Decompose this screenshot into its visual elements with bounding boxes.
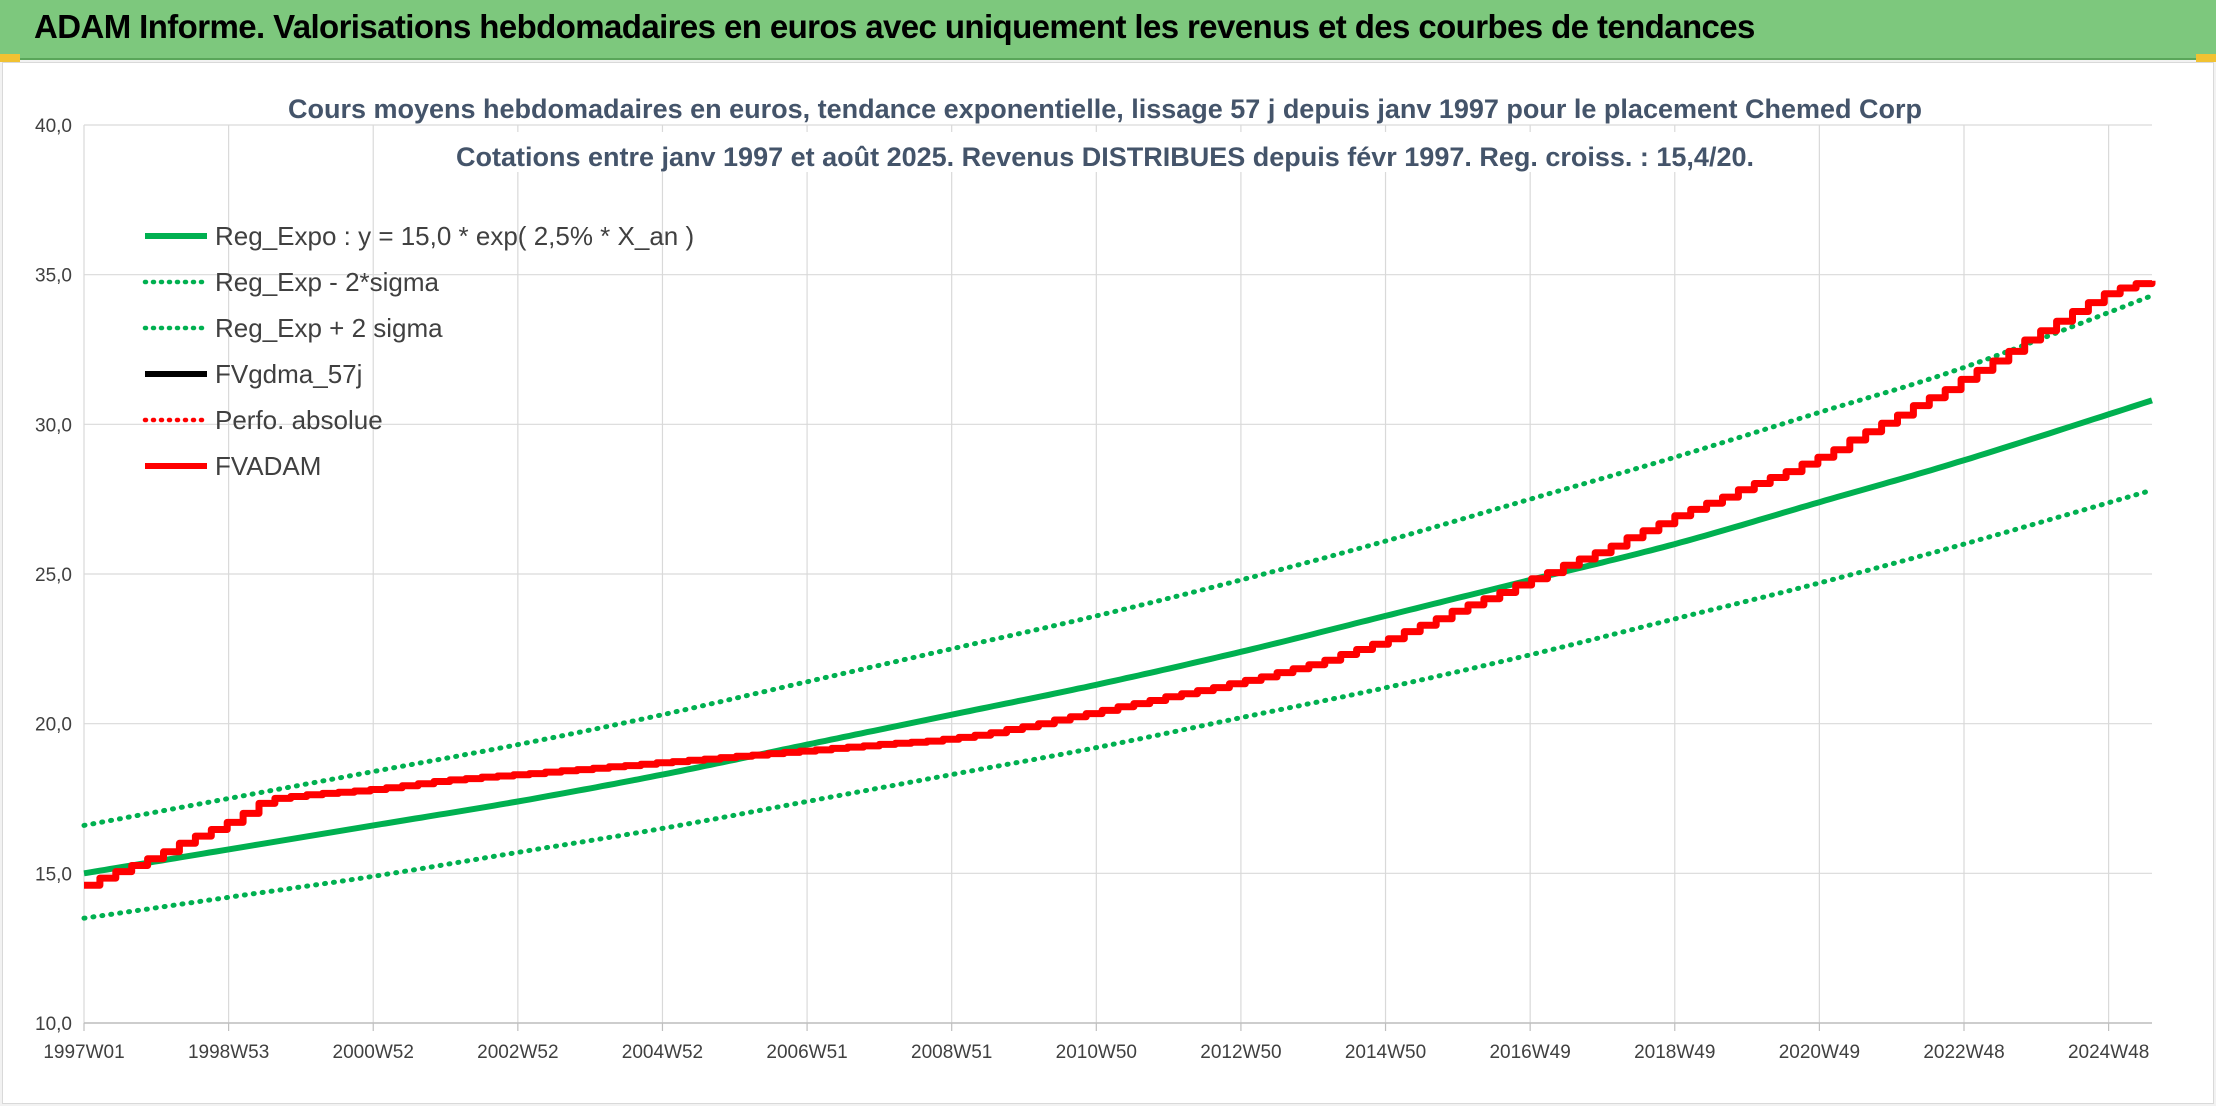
y-tick-label: 25,0 [35, 565, 72, 586]
x-tick-label: 1997W01 [43, 1042, 124, 1063]
x-tick-label: 2000W52 [333, 1042, 414, 1063]
y-tick-label: 20,0 [35, 715, 72, 736]
y-tick-label: 40,0 [35, 116, 72, 137]
chart-title-line-2: Cotations entre janv 1997 et août 2025. … [456, 142, 1754, 172]
x-tick-label: 2018W49 [1634, 1042, 1715, 1063]
legend-label: FVgdma_57j [215, 359, 362, 389]
title-backdrop-1 [345, 84, 1865, 124]
series-line-0 [83, 397, 2153, 877]
y-tick-label: 10,0 [35, 1014, 72, 1035]
legend-label: Reg_Expo : y = 15,0 * exp( 2,5% * X_an ) [215, 221, 694, 251]
chart-title-line-1: Cours moyens hebdomadaires en euros, ten… [288, 94, 1922, 124]
x-tick-label: 2016W49 [1489, 1042, 1570, 1063]
legend-label: Perfo. absolue [215, 405, 383, 435]
x-tick-label: 2008W51 [911, 1042, 992, 1063]
y-tick-label: 30,0 [35, 415, 72, 436]
legend: Reg_Expo : y = 15,0 * exp( 2,5% * X_an )… [142, 221, 694, 481]
y-tick-label: 15,0 [35, 864, 72, 885]
header-accent-left [0, 54, 20, 62]
legend-label: FVADAM [215, 451, 321, 481]
x-tick-label: 1998W53 [188, 1042, 269, 1063]
series-line-5 [84, 280, 2156, 889]
title-backdrop-2 [495, 132, 1715, 172]
x-tick-label: 2014W50 [1345, 1042, 1426, 1063]
legend-label: Reg_Exp + 2 sigma [215, 313, 443, 343]
x-tick-label: 2022W48 [1923, 1042, 2004, 1063]
x-tick-label: 2002W52 [477, 1042, 558, 1063]
x-tick-label: 2006W51 [766, 1042, 847, 1063]
axes: 10,0 15,0 20,0 25,0 30,0 35,0 40,0 1997W01 1998W… [35, 116, 2152, 1063]
series-lines [81, 280, 2156, 921]
x-tick-label: 2020W49 [1779, 1042, 1860, 1063]
series-line-1 [81, 487, 2155, 921]
chart-panel [2, 62, 2214, 1104]
x-tick-label: 2024W48 [2068, 1042, 2149, 1063]
gridlines [83, 124, 2152, 1024]
header-accent-right [2196, 54, 2216, 62]
legend-label: Reg_Exp - 2*sigma [215, 267, 440, 297]
series-line-2 [81, 293, 2155, 828]
header-bar: ADAM Informe. Valorisations hebdomadaire… [0, 0, 2216, 62]
chart-title-group: Cours moyens hebdomadaires en euros, ten… [288, 84, 1922, 172]
x-tick-label: 2010W50 [1056, 1042, 1137, 1063]
x-tick-label: 2004W52 [622, 1042, 703, 1063]
x-tick-label: 2012W50 [1200, 1042, 1281, 1063]
page-title: ADAM Informe. Valorisations hebdomadaire… [34, 8, 1755, 45]
y-tick-label: 35,0 [35, 266, 72, 287]
